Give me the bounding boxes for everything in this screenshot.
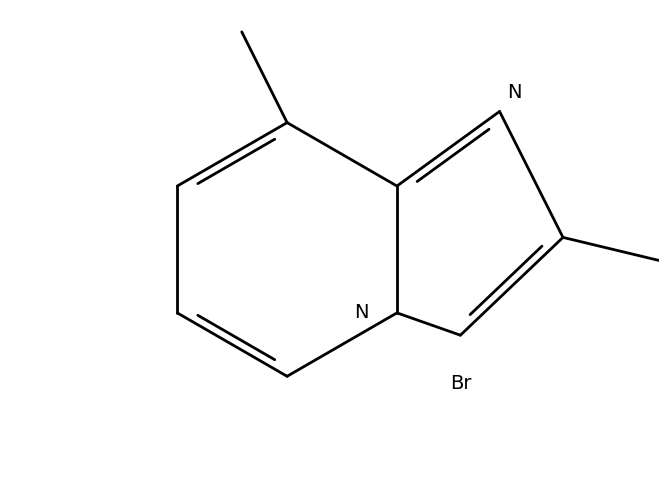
Text: N: N (354, 303, 369, 322)
Text: N: N (508, 83, 522, 102)
Text: Br: Br (450, 374, 471, 393)
